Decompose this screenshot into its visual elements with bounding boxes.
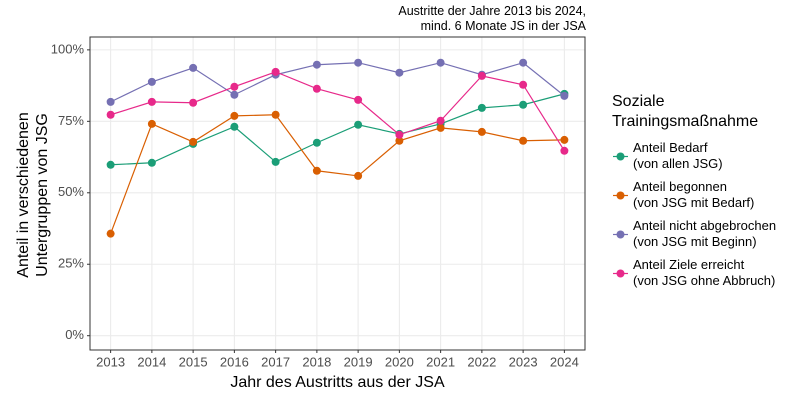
y-tick-label: 50%: [58, 184, 84, 199]
legend-label: Anteil begonnen (von JSG mit Bedarf): [633, 179, 755, 210]
legend-key-point: [616, 230, 625, 238]
data-point: [312, 84, 321, 93]
chart-subtitle: Austritte der Jahre 2013 bis 2024, mind.…: [398, 4, 586, 33]
data-point: [477, 103, 486, 112]
x-tick-label: 2014: [137, 354, 166, 369]
data-point: [519, 100, 528, 109]
data-point: [560, 135, 569, 144]
legend-key: [613, 269, 628, 277]
data-point: [354, 120, 363, 129]
x-tick-label: 2013: [96, 354, 125, 369]
data-point: [312, 60, 321, 69]
data-point: [106, 160, 115, 169]
legend: Soziale Trainingsmaßnahme Anteil Bedarf …: [612, 92, 776, 296]
y-tick-label: 25%: [58, 256, 84, 271]
data-point: [436, 116, 445, 125]
x-tick-label: 2018: [302, 354, 331, 369]
y-tick-label: 0%: [65, 327, 84, 342]
x-tick-label: 2022: [467, 354, 496, 369]
x-tick-label: 2016: [220, 354, 249, 369]
legend-item: Anteil begonnen (von JSG mit Bedarf): [612, 179, 776, 211]
series-line: [110, 62, 565, 103]
legend-item: Anteil nicht abgebrochen (von JSG mit Be…: [612, 218, 776, 250]
data-point: [312, 138, 321, 147]
data-point: [436, 58, 445, 67]
data-point: [560, 146, 569, 155]
legend-item: Anteil Bedarf (von allen JSG): [612, 140, 776, 172]
data-point: [230, 82, 239, 91]
data-point: [106, 229, 115, 238]
data-point: [477, 71, 486, 80]
plot-panel: [90, 37, 585, 350]
x-tick-label: 2017: [261, 354, 290, 369]
series-line: [110, 114, 565, 234]
data-point: [189, 63, 198, 72]
data-point: [519, 136, 528, 145]
data-point: [147, 158, 156, 167]
legend-key: [613, 191, 628, 199]
x-tick-label: 2024: [550, 354, 579, 369]
legend-key-point: [616, 152, 625, 160]
data-point: [354, 171, 363, 180]
y-tick-label: 100%: [51, 41, 85, 56]
legend-key-point: [616, 191, 625, 199]
data-point: [312, 166, 321, 175]
data-point: [395, 68, 404, 77]
series-line: [110, 93, 565, 166]
data-point: [106, 97, 115, 106]
data-point: [271, 67, 280, 76]
data-point: [354, 95, 363, 104]
legend-key-point: [616, 269, 625, 277]
series-line: [110, 71, 565, 152]
data-point: [436, 123, 445, 132]
data-point: [519, 58, 528, 67]
legend-key: [613, 152, 628, 160]
data-point: [189, 137, 198, 146]
data-point: [395, 136, 404, 145]
y-axis-label: Anteil in verschiedenen Untergruppen von…: [15, 112, 51, 278]
x-tick-label: 2021: [426, 354, 455, 369]
legend-label: Anteil Ziele erreicht (von JSG ohne Abbr…: [633, 257, 776, 288]
x-tick-label: 2020: [385, 354, 414, 369]
legend-label: Anteil Bedarf (von allen JSG): [633, 140, 723, 171]
data-point: [230, 90, 239, 99]
data-point: [106, 110, 115, 119]
legend-label: Anteil nicht abgebrochen (von JSG mit Be…: [633, 218, 777, 249]
legend-title: Soziale Trainingsmaßnahme: [612, 93, 759, 130]
data-point: [230, 111, 239, 120]
data-point: [519, 80, 528, 89]
data-point: [271, 110, 280, 119]
x-tick-label: 2023: [509, 354, 538, 369]
y-tick-label: 75%: [58, 113, 84, 128]
legend-item: Anteil Ziele erreicht (von JSG ohne Abbr…: [612, 257, 776, 289]
data-point: [560, 91, 569, 100]
data-point: [354, 58, 363, 67]
data-point: [147, 97, 156, 106]
data-point: [147, 119, 156, 128]
x-tick-label: 2019: [344, 354, 373, 369]
legend-key: [613, 230, 628, 238]
x-tick-label: 2015: [179, 354, 208, 369]
x-axis-label: Jahr des Austritts aus der JSA: [230, 374, 445, 391]
data-point: [189, 98, 198, 107]
data-point: [477, 127, 486, 136]
data-point: [271, 157, 280, 166]
data-point: [230, 122, 239, 131]
plot-border: [89, 36, 586, 351]
data-point: [147, 77, 156, 86]
data-point: [395, 130, 404, 139]
